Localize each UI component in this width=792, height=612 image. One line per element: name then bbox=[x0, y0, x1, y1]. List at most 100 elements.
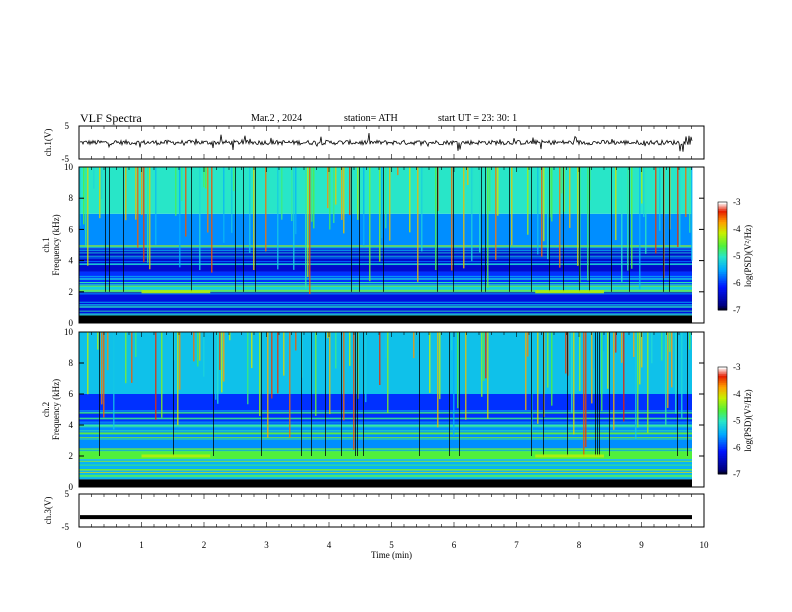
ch1s-streak bbox=[615, 167, 617, 241]
ch1s-streak bbox=[397, 167, 399, 176]
ch2s-streak bbox=[483, 332, 485, 382]
ch2s-colorbar-cell bbox=[718, 468, 727, 471]
ch2s-streak bbox=[613, 332, 615, 430]
ch2s-hline bbox=[79, 425, 692, 427]
ch1s-colorbar-cell bbox=[718, 243, 727, 246]
ch2s-hline bbox=[79, 464, 692, 466]
ch1s-streak bbox=[691, 167, 693, 261]
ch2s-colorbar-cell bbox=[718, 386, 727, 389]
ch2s-streak bbox=[603, 332, 605, 352]
x-tick-label: 3 bbox=[264, 540, 269, 550]
ch1s-colorbar-cell bbox=[718, 252, 727, 255]
ch2s-colorbar-cell bbox=[718, 402, 727, 405]
ch1s-streak bbox=[643, 167, 645, 217]
ch1s-hline bbox=[79, 314, 692, 316]
ch2s-streak bbox=[665, 332, 667, 426]
ch1s-colorbar-tick: -5 bbox=[733, 251, 741, 261]
ch2s-ytick-label: 4 bbox=[69, 420, 74, 430]
ch2s-hline bbox=[79, 423, 692, 425]
ch2s-streak bbox=[661, 332, 663, 361]
ch2s-ytick-label: 8 bbox=[69, 358, 74, 368]
ch1s-colorbar-label: log(PSD)(V²/Hz) bbox=[743, 225, 753, 287]
ch2s-streak bbox=[223, 332, 225, 382]
ch1s-streak bbox=[349, 167, 351, 216]
ch1s-gap bbox=[663, 167, 664, 292]
ch1s-gap bbox=[563, 167, 564, 292]
start-time-label: start UT = 23: 30: 1 bbox=[438, 113, 518, 124]
ch1s-streak bbox=[333, 167, 335, 224]
ch1s-streak bbox=[205, 167, 207, 189]
ch1s-streak bbox=[679, 167, 681, 248]
ch2s-colorbar-tick: -3 bbox=[733, 362, 741, 372]
ch2s-gap bbox=[363, 332, 364, 456]
ch1s-colorbar-cell bbox=[718, 205, 727, 208]
ch2s-ylabel: ch.2Frequency (kHz) bbox=[41, 379, 61, 440]
ch2s-colorbar-cell bbox=[718, 445, 727, 448]
ch1s-colorbar-cell bbox=[718, 245, 727, 248]
ch1s-streak bbox=[253, 167, 255, 271]
ch2s-hline bbox=[79, 448, 692, 450]
ch1s-colorbar-cell bbox=[718, 263, 727, 266]
ch2s-colorbar-cell bbox=[718, 447, 727, 450]
ch1s-colorbar-cell bbox=[718, 301, 727, 304]
ch1s-streak bbox=[291, 167, 293, 222]
ch1s-colorbar-cell bbox=[718, 218, 727, 221]
ch1s-hline bbox=[79, 250, 692, 252]
ch2s-hline bbox=[79, 471, 692, 473]
ch2s-streak bbox=[633, 332, 635, 358]
ch2s-gap bbox=[419, 332, 420, 456]
ch1s-band-highlight bbox=[141, 290, 211, 294]
ch2s-streak bbox=[103, 332, 105, 418]
ch2s-streak bbox=[295, 332, 297, 351]
ch2s-streak bbox=[651, 332, 653, 364]
ch2s-gap bbox=[355, 332, 356, 456]
ch2s-streak bbox=[107, 332, 109, 371]
ch2s-colorbar-cell bbox=[718, 381, 727, 384]
ch2s-colorbar-cell bbox=[718, 441, 727, 445]
ch2s-streak bbox=[583, 332, 585, 457]
ch1s-streak bbox=[327, 167, 329, 209]
x-tick-label: 9 bbox=[639, 540, 644, 550]
ch1s-colorbar-cell bbox=[718, 306, 727, 309]
ch1s-gap bbox=[123, 167, 124, 292]
x-tick-label: 8 bbox=[577, 540, 582, 550]
ch2s-streak bbox=[667, 332, 669, 408]
ch2s-streak bbox=[525, 332, 527, 411]
ch2s-streak bbox=[179, 332, 181, 390]
ch1s-streak bbox=[101, 167, 103, 200]
ch1s-hline bbox=[79, 246, 692, 248]
ch2s-hline bbox=[79, 450, 692, 452]
ch2s-streak bbox=[647, 332, 649, 433]
ch2s-hline bbox=[79, 430, 692, 432]
ch1s-streak bbox=[473, 167, 475, 193]
ch1s-streak bbox=[587, 167, 589, 281]
ch2s-streak bbox=[457, 332, 459, 409]
ch2s-band-highlight bbox=[141, 454, 211, 458]
ch2s-gap bbox=[301, 332, 302, 456]
ch2s-streak bbox=[465, 332, 467, 420]
ch1s-colorbar-cell bbox=[718, 290, 727, 293]
ch2s-streak bbox=[571, 332, 573, 414]
ch2s-gap bbox=[609, 332, 610, 456]
ch1s-band-highlight bbox=[535, 290, 604, 294]
ch1s-colorbar-cell bbox=[718, 283, 727, 286]
ch1s-streak bbox=[467, 167, 469, 186]
ch2s-hline bbox=[79, 412, 692, 414]
ch2s-streak bbox=[537, 332, 539, 424]
ch2s-colorbar-cell bbox=[718, 465, 727, 468]
ch1s-colorbar-cell bbox=[718, 259, 727, 262]
ch1s-colorbar-cell bbox=[718, 288, 727, 291]
ch1s-streak bbox=[335, 167, 337, 205]
ch1s-streak bbox=[233, 167, 235, 192]
ch1s-gap bbox=[485, 167, 486, 292]
ch2s-colorbar-cell bbox=[718, 406, 727, 409]
ch2s-ylabel-line: ch.2 bbox=[41, 402, 51, 417]
ch1s-colorbar-cell bbox=[718, 232, 727, 235]
ch2s-hline bbox=[79, 421, 692, 423]
ch2s-streak bbox=[437, 332, 439, 428]
ch1s-colorbar-cell bbox=[718, 266, 727, 270]
ch1s-colorbar-cell bbox=[718, 247, 727, 250]
ch1s-streak bbox=[181, 167, 183, 201]
ch2s-colorbar-cell bbox=[718, 456, 727, 459]
ch1s-ytick-label: 0 bbox=[69, 318, 74, 328]
